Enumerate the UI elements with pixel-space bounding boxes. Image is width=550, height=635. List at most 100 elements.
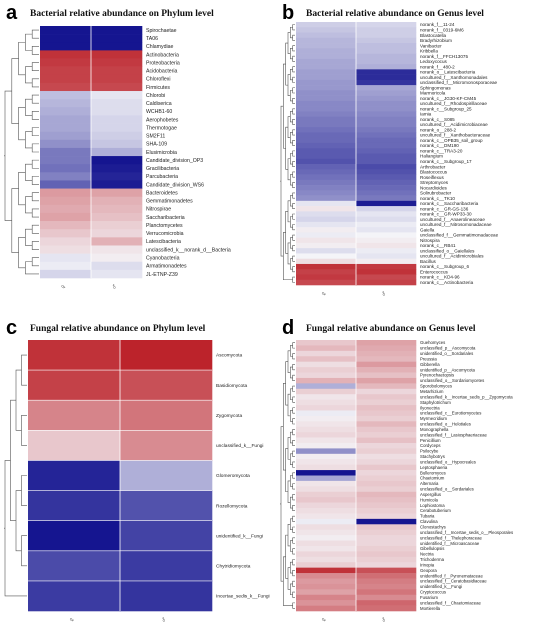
heatmap-cell xyxy=(296,491,357,498)
heatmap-cell xyxy=(356,200,417,207)
panel-title: Fungal relative abundance on Phylum leve… xyxy=(30,324,206,334)
dendrogram-branch xyxy=(290,366,293,379)
dendrogram-branch xyxy=(287,393,291,417)
row-label: Myrmecridium xyxy=(420,416,447,421)
heatmap-cell xyxy=(356,37,417,44)
heatmap-cell xyxy=(356,540,417,547)
dendrogram-branch xyxy=(292,396,295,403)
row-label: Bulleromyces xyxy=(420,470,446,475)
row-label: Planctomycetes xyxy=(146,223,183,229)
heatmap-cell xyxy=(356,211,417,217)
dendrogram-branch xyxy=(287,437,291,460)
row-label: unidentified_f__Pyronemataceae xyxy=(420,573,483,578)
heatmap-cell xyxy=(40,91,92,100)
row-label: uncultured_f__Nitrosomonadaceae xyxy=(420,222,492,227)
dendrogram-branch xyxy=(285,211,288,254)
row-label: Geopora xyxy=(420,568,437,573)
dendrogram-branch xyxy=(292,150,295,157)
column-label: ♀ xyxy=(58,282,69,292)
heatmap-cell xyxy=(296,388,357,395)
heatmap-cell xyxy=(356,248,417,254)
panel-title: Bacterial relative abundance on Phylum l… xyxy=(30,9,214,19)
heatmap-cell xyxy=(120,340,213,371)
heatmap-cell xyxy=(356,164,417,170)
heatmap-cell xyxy=(296,132,357,139)
heatmap-c: Ascomycota Basidiomycota Zygomycota unclass… xyxy=(4,340,270,625)
row-label: Psilocybe xyxy=(420,449,439,454)
heatmap-cell xyxy=(91,147,143,157)
dendrogram-branch xyxy=(287,350,291,373)
dendrogram-branch xyxy=(290,69,293,81)
heatmap-cell xyxy=(296,279,357,286)
row-label: Stachybotrys xyxy=(420,454,445,459)
heatmap-cell xyxy=(296,551,357,558)
row-label: norank_c__KD4-96 xyxy=(420,275,460,280)
heatmap-cell xyxy=(356,279,417,286)
row-label: Metarhizium xyxy=(420,389,444,394)
heatmap-cell xyxy=(296,350,357,357)
heatmap-cell xyxy=(296,567,357,574)
heatmap-cell xyxy=(296,453,357,460)
heatmap-cell xyxy=(91,107,143,116)
dendrogram-branch xyxy=(292,276,295,283)
heatmap-cell xyxy=(40,172,92,181)
dendrogram-branch xyxy=(292,450,295,457)
dendrogram-branch xyxy=(4,90,12,221)
heatmap-cell xyxy=(91,34,143,43)
heatmap-b: norank_f__11-24norank_f__0319-6M6Blastoc… xyxy=(280,22,499,299)
dendrogram-branch xyxy=(292,45,295,52)
heatmap-cell xyxy=(40,131,92,141)
row-label: Mortierella xyxy=(420,606,441,611)
row-label: Verrucomicrobia xyxy=(146,231,184,237)
row-label: Aspergillus xyxy=(420,492,441,497)
heatmap-cell xyxy=(296,274,357,281)
row-label: Ilyonectria xyxy=(420,405,440,410)
heatmap-cell xyxy=(91,99,143,108)
heatmap-cell xyxy=(296,470,357,476)
dendrogram-branch xyxy=(285,361,288,406)
row-label: Elusimicrobia xyxy=(146,150,177,156)
heatmap-cell xyxy=(296,37,357,44)
row-label: unclassified_f__Micromonosporaceae xyxy=(420,80,498,85)
dendrogram-branch xyxy=(292,55,295,62)
heatmap-cell xyxy=(356,388,417,395)
dendrogram-branch xyxy=(290,111,293,123)
heatmap-cell xyxy=(356,497,417,503)
row-label: Candidate_division_WS6 xyxy=(146,182,204,188)
heatmap-cell xyxy=(296,502,357,509)
heatmap-cell xyxy=(356,524,417,530)
heatmap-cell xyxy=(296,27,357,33)
heatmap-cell xyxy=(356,116,417,123)
dendrogram-branch xyxy=(25,228,33,246)
heatmap-cell xyxy=(296,356,357,362)
heatmap-cell xyxy=(356,421,417,428)
dendrogram-branch xyxy=(292,224,295,231)
heatmap-cell xyxy=(91,58,143,67)
dendrogram-branch xyxy=(285,126,288,170)
heatmap-cell xyxy=(91,180,143,189)
dendrogram-branch xyxy=(287,242,291,265)
row-label: Nitrospirae xyxy=(146,207,171,213)
row-label: Basidiomycota xyxy=(216,383,248,389)
row-label: unclassified_o__Helotiales xyxy=(420,422,471,427)
dendrogram-branch xyxy=(290,90,293,102)
dendrogram xyxy=(280,342,295,609)
heatmap-cell xyxy=(356,535,417,541)
row-label: Zygomycota xyxy=(216,413,242,419)
dendrogram-branch xyxy=(10,399,16,521)
row-label: Solirubrobacter xyxy=(420,191,452,196)
dendrogram-branch xyxy=(287,158,291,181)
heatmap-cell xyxy=(296,508,357,514)
heatmap-cell xyxy=(296,179,357,186)
heatmap-cell xyxy=(296,127,357,133)
heatmap-cell xyxy=(356,562,417,568)
dendrogram-branch xyxy=(290,475,293,487)
row-label: norank_c__JG30-KF-CM45 xyxy=(420,96,477,101)
row-label: Spirochaetae xyxy=(146,28,177,34)
panel-title: Bacterial relative abundance on Genus le… xyxy=(306,9,484,19)
heatmap-cell xyxy=(356,377,417,384)
heatmap-cell xyxy=(40,229,92,238)
dendrogram-branch xyxy=(292,385,295,392)
dendrogram-branch xyxy=(290,345,293,357)
heatmap-cell xyxy=(120,430,213,461)
